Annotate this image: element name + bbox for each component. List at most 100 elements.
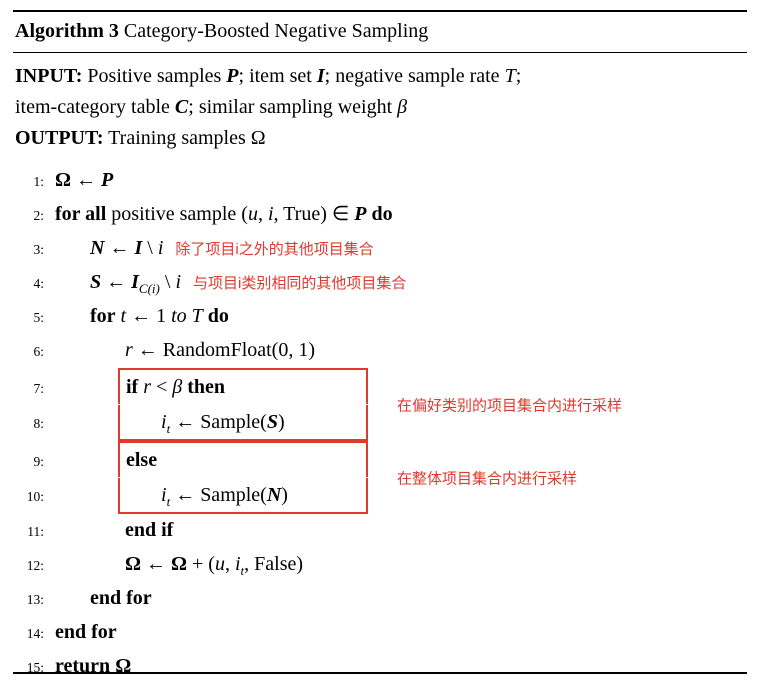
code-token: i	[161, 411, 167, 433]
code-token: ; negative sample rate	[324, 65, 505, 87]
algorithm-name: Category-Boosted Negative Sampling	[118, 20, 429, 42]
code-token: C	[174, 96, 189, 118]
algo-line: 9: else	[13, 441, 747, 478]
code-token: do	[207, 305, 229, 327]
code-token: Ω	[171, 553, 188, 575]
code-token: ;	[515, 65, 522, 87]
code-text: else	[118, 441, 368, 477]
code-token: ,	[224, 553, 235, 575]
code-token: t	[166, 421, 171, 436]
top-rule	[13, 10, 747, 12]
code-token: ← 1	[126, 305, 172, 327]
code-text: it ← Sample(N)	[118, 478, 368, 514]
code-token: u	[247, 203, 258, 225]
code-text: S ← IC(i) \ i 与项目i类别相同的其他项目集合	[90, 266, 406, 300]
code-token: )	[281, 484, 288, 506]
code-token: N	[266, 484, 282, 506]
code-token: end for	[90, 587, 152, 609]
code-token: item-category table	[15, 96, 175, 118]
bottom-rule	[13, 672, 747, 674]
line-number: 14:	[26, 626, 44, 641]
io-section: INPUT: Positive samples P; item set I; n…	[13, 53, 747, 154]
code-token: to	[171, 305, 187, 327]
code-token: r	[143, 376, 152, 398]
algo-line: 7: if r < β then	[13, 368, 747, 405]
code-token: <	[151, 376, 173, 398]
code-text: it ← Sample(S)	[118, 405, 368, 441]
code-token: P	[226, 65, 239, 87]
code-text: Ω ← Ω + (u, it, False)	[125, 548, 303, 580]
algo-line: 5: for t ← 1 to T do	[13, 300, 747, 334]
code-token: )	[277, 411, 285, 433]
code-token: ← RandomFloat(0, 1)	[132, 339, 316, 361]
title-rule	[13, 52, 747, 53]
code-text: end if	[125, 514, 173, 546]
code-token: i	[161, 484, 167, 506]
code-token: I	[134, 237, 143, 259]
code-token: I	[131, 271, 139, 293]
code-token: ← Sample(	[170, 484, 267, 506]
line-number: 12:	[26, 558, 44, 573]
code-token: for all	[55, 203, 107, 225]
code-token: t	[166, 494, 171, 509]
line-number: 10:	[26, 489, 44, 504]
line-number: 13:	[26, 592, 44, 607]
line-number: 5:	[33, 310, 44, 325]
line-number: 2:	[33, 208, 44, 223]
code-token: r	[125, 339, 133, 361]
code-token: Training samples Ω	[103, 127, 266, 149]
code-text: return Ω	[55, 650, 131, 682]
code-token: I	[316, 65, 325, 87]
code-token: P	[101, 169, 114, 191]
line-number: 15:	[26, 660, 44, 675]
code-token: i	[267, 203, 274, 225]
algo-line: 4: S ← IC(i) \ i 与项目i类别相同的其他项目集合	[13, 266, 747, 300]
algo-line: 13: end for	[13, 582, 747, 616]
code-token: N	[90, 237, 105, 259]
code-token: return	[55, 655, 111, 677]
code-token: ← Sample(	[170, 411, 267, 433]
line-number: 6:	[33, 344, 44, 359]
line-number: 4:	[33, 276, 44, 291]
algo-line: 10: it ← Sample(N)	[13, 478, 747, 514]
algo-line: 8: it ← Sample(S)	[13, 405, 747, 441]
algo-line: 11: end if	[13, 514, 747, 548]
code-token: P	[354, 203, 367, 225]
code-token: ,	[257, 203, 268, 225]
code-token: Ω	[115, 655, 132, 677]
code-token: ; item set	[238, 65, 317, 87]
code-token: t	[240, 563, 245, 578]
code-token: i	[175, 271, 181, 293]
code-token: positive sample (	[106, 203, 248, 225]
code-token: Ω	[125, 553, 142, 575]
code-text: Ω ← P	[55, 164, 113, 196]
code-token: β	[397, 96, 408, 118]
code-text: N ← I \ i 除了项目i之外的其他项目集合	[90, 232, 374, 266]
code-token: ; similar sampling weight	[188, 96, 398, 118]
line-number: 11:	[27, 524, 44, 539]
algorithm-label: Algorithm 3	[15, 20, 119, 42]
code-token: i	[157, 237, 164, 259]
red-annotation: 在偏好类别的项目集合内进行采样	[397, 397, 623, 414]
algorithm-title: Algorithm 3 Category-Boosted Negative Sa…	[13, 12, 747, 52]
highlight-box-group: 7: if r < β then 8: it ← Sample(S) 在偏好类别的项目集…	[13, 368, 747, 441]
code-text: for t ← 1 to T do	[90, 300, 229, 332]
code-text: r ← RandomFloat(0, 1)	[125, 334, 315, 366]
code-token: OUTPUT:	[15, 127, 104, 149]
code-token: end if	[125, 519, 174, 541]
line-number: 1:	[33, 174, 44, 189]
line-number: 9:	[33, 454, 44, 469]
algo-line: 15: return Ω	[13, 650, 747, 683]
code-token: + (	[187, 553, 215, 575]
algo-line: 12: Ω ← Ω + (u, it, False)	[13, 548, 747, 582]
code-token: do	[371, 203, 393, 225]
code-token: \	[142, 237, 158, 259]
highlight-box-group: 9: else 10: it ← Sample(N) 在整体项目集合内进行采样	[13, 441, 747, 514]
code-token: C(i)	[138, 281, 160, 296]
code-text: end for	[55, 616, 117, 648]
algo-line: 14: end for	[13, 616, 747, 650]
code-token: then	[187, 376, 226, 398]
io-line: item-category table C; similar sampling …	[15, 92, 745, 123]
algo-line: 3: N ← I \ i 除了项目i之外的其他项目集合	[13, 232, 747, 266]
code-token: , True) ∈	[273, 203, 355, 225]
